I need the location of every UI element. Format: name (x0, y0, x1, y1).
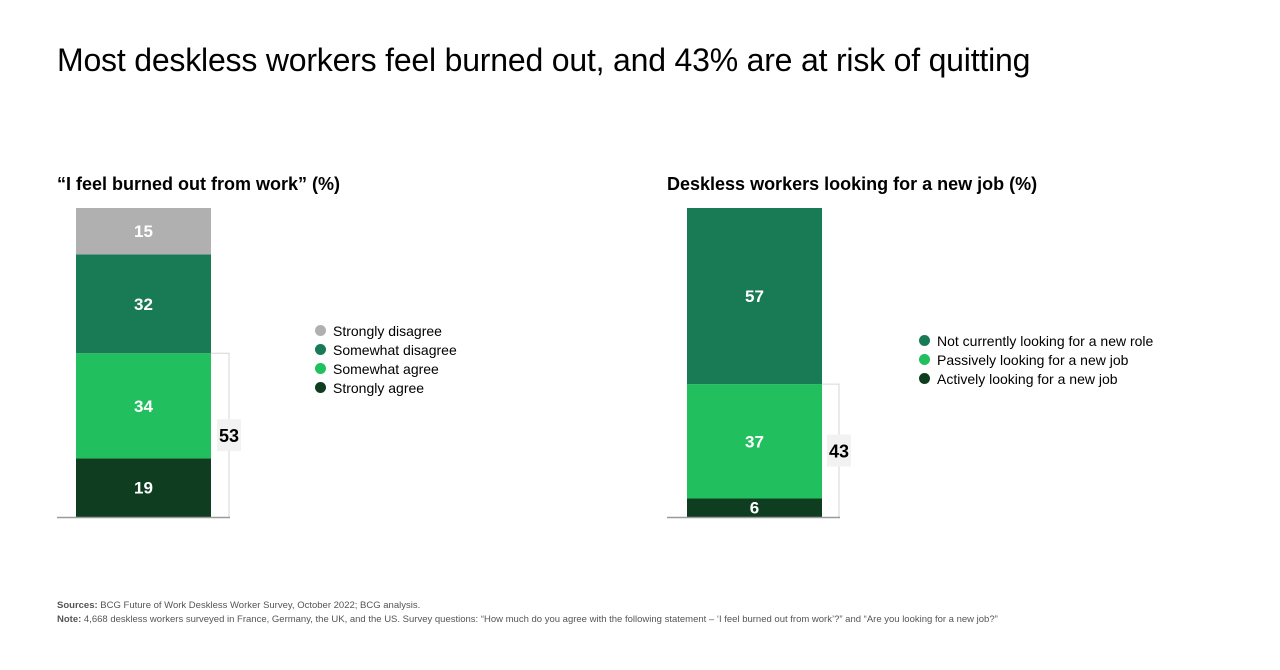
chart-1-bar-segment (76, 353, 211, 459)
footer-note: Note: 4,668 deskless workers surveyed in… (57, 614, 998, 625)
chart-1-legend: Strongly disagree Somewhat disagree Somewh… (315, 321, 457, 397)
legend-item: Strongly agree (315, 378, 457, 397)
chart-1-data-label: 15 (134, 222, 153, 241)
legend-item: Actively looking for a new job (919, 369, 1153, 388)
chart-1-bracket-label: 53 (219, 426, 239, 446)
footer-note-text: 4,668 deskless workers surveyed in Franc… (81, 614, 998, 625)
chart-2-data-label: 57 (745, 287, 764, 306)
legend-label: Passively looking for a new job (937, 351, 1129, 368)
legend-item: Somewhat disagree (315, 340, 457, 359)
chart-1-data-label: 34 (134, 397, 153, 416)
page-title: Most deskless workers feel burned out, a… (57, 42, 1031, 78)
chart-2-title: Deskless workers looking for a new job (… (667, 174, 1038, 194)
chart-1-bracket (211, 352, 230, 517)
chart-2-legend: Not currently looking for a new role Pass… (919, 331, 1153, 388)
chart-1-data-label: 32 (134, 295, 153, 314)
legend-item: Passively looking for a new job (919, 350, 1153, 369)
chart-2-bar-segment (687, 208, 822, 385)
legend-item: Somewhat agree (315, 359, 457, 378)
chart-2-bracket (822, 383, 840, 517)
chart-1-bar-segment (76, 208, 211, 255)
chart-2-bar-segment (687, 384, 822, 499)
chart-1-data-label: 19 (134, 479, 153, 498)
chart-1-bar-segment (76, 254, 211, 354)
footer-sources-label: Sources: (57, 600, 98, 611)
legend-swatch (315, 382, 326, 393)
legend-label: Strongly agree (333, 379, 425, 396)
legend-swatch (919, 373, 930, 384)
legend-item: Strongly disagree (315, 321, 457, 340)
footer-note-label: Note: (57, 614, 82, 625)
chart-2-bracket-label-bg (827, 434, 851, 467)
chart-2-data-label: 37 (745, 432, 764, 451)
legend-label: Not currently looking for a new role (937, 332, 1154, 349)
legend-label: Strongly disagree (333, 322, 442, 339)
legend-label: Somewhat disagree (333, 341, 457, 358)
chart-1-bar-segment (76, 458, 211, 517)
chart-1-bracket-label-bg (217, 419, 241, 452)
footer-sources: Sources: BCG Future of Work Deskless Wor… (57, 600, 420, 611)
footer-sources-text: BCG Future of Work Deskless Worker Surve… (97, 600, 421, 611)
legend-swatch (919, 354, 930, 365)
legend-swatch (315, 344, 326, 355)
chart-2-bracket-label: 43 (829, 442, 849, 462)
legend-label: Somewhat agree (333, 360, 439, 377)
legend-item: Not currently looking for a new role (919, 331, 1153, 350)
legend-label: Actively looking for a new job (937, 370, 1118, 387)
legend-swatch (315, 363, 326, 374)
chart-2-bar-segment (687, 498, 822, 517)
chart-2-data-label: 6 (750, 499, 759, 518)
legend-swatch (315, 325, 326, 336)
chart-1-title: “I feel burned out from work” (%) (57, 174, 341, 194)
legend-swatch (919, 335, 930, 346)
